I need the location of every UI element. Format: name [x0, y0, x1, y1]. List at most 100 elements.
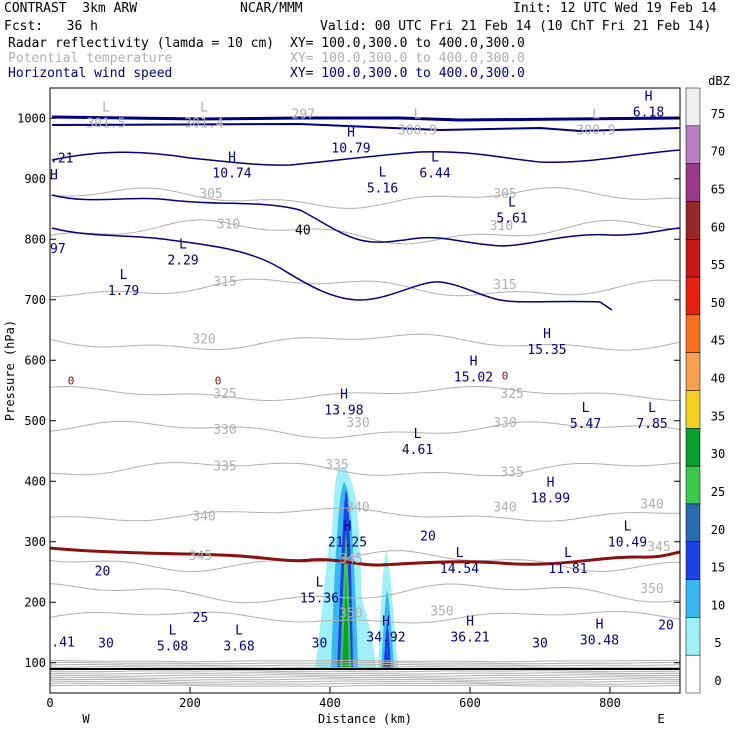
extremum-value: 300.9 — [398, 124, 437, 139]
theta-contour-label: 305 — [493, 187, 516, 202]
wind-contour-label: 30 — [312, 637, 328, 652]
colorbar-level-label: 60 — [711, 220, 725, 234]
colorbar-level-label: 40 — [711, 372, 725, 386]
colorbar-swatch — [685, 541, 701, 580]
theta-isentrope — [50, 670, 680, 673]
y-tick-label: 100 — [24, 656, 46, 670]
extremum-letter: H — [470, 354, 478, 369]
wind-contour-label: 25 — [193, 611, 209, 626]
y-tick-label: 800 — [24, 232, 46, 246]
extremum-value: 14.54 — [440, 562, 479, 577]
extremum-value: 7.85 — [636, 417, 667, 432]
theta-contour-label: 310 — [490, 219, 513, 234]
colorbar-swatch — [685, 125, 701, 164]
colorbar-level-label: 10 — [711, 598, 725, 612]
colorbar-level-label: 35 — [711, 409, 725, 423]
x-tick-label: 400 — [319, 696, 341, 710]
edge-label: .21 — [50, 151, 73, 166]
extremum-letter: H — [347, 126, 355, 141]
extremum-letter: L — [431, 151, 439, 166]
extremum-letter: L — [582, 401, 590, 416]
wind-contour-label: 0 — [215, 374, 222, 387]
x-tick-label: 200 — [179, 696, 201, 710]
extremum-value: 11.81 — [548, 562, 587, 577]
theta-contour-label: 305 — [199, 187, 222, 202]
theta-isentrope — [50, 680, 680, 683]
extremum-value: 36.21 — [450, 631, 489, 646]
extremum-letter: H — [547, 475, 555, 490]
theta-isentrope — [50, 661, 680, 665]
extrema-annotations: L5.08L3.68H34.92H36.21H30.48L15.36L14.54… — [50, 89, 668, 654]
field-xy-theta: XY= 100.0,300.0 to 400.0,300.0 — [290, 51, 525, 66]
extremum-value: 1.79 — [108, 284, 139, 299]
theta-contour-label: 345 — [189, 549, 212, 564]
extremum-letter: H — [340, 388, 348, 403]
theta-contour-label: 325 — [213, 387, 236, 402]
plot-frame — [49, 87, 681, 694]
colorbar-swatch — [685, 239, 701, 278]
y-tick-label: 400 — [24, 474, 46, 488]
colorbar-level-label: 30 — [711, 447, 725, 461]
field-xy-reflectivity: XY= 100.0,300.0 to 400.0,300.0 — [290, 36, 525, 51]
wind-contour-label: 0 — [68, 374, 75, 387]
extremum-letter: L — [592, 108, 600, 123]
wind-contour-label: 20 — [95, 565, 111, 580]
model-label: CONTRAST 3km ARW — [4, 1, 138, 16]
colorbar-unit: dBZ — [708, 74, 730, 88]
theta-contour-label: 345 — [339, 552, 362, 567]
org-label: NCAR/MMM — [240, 1, 303, 16]
colorbar-swatch — [685, 465, 701, 505]
extremum-value: 10.74 — [212, 167, 251, 182]
reflectivity-layer — [315, 467, 398, 669]
colorbar-level-label: 55 — [711, 258, 725, 272]
theta-contour-label: 320 — [192, 332, 215, 347]
edge-label: 97 — [50, 242, 66, 257]
extremum-value: 10.49 — [608, 536, 647, 551]
extremum-letter: L — [235, 624, 243, 639]
reflectivity-15 — [383, 622, 391, 669]
wind-contour-label: 20 — [420, 530, 436, 545]
colorbar-swatch — [685, 352, 701, 391]
wind-zero-contour — [50, 546, 680, 567]
colorbar-swatch — [685, 390, 701, 429]
colorbar-swatch — [685, 654, 701, 694]
field-name-reflectivity: Radar reflectivity (lamda = 10 cm) — [8, 36, 275, 51]
extremum-value: 34.92 — [366, 631, 405, 646]
y-axis-title: Pressure (hPa) — [3, 320, 17, 421]
theta-isentrope — [50, 682, 680, 685]
colorbar-swatch — [685, 201, 701, 240]
extremum-letter: L — [379, 166, 387, 181]
y-tick-label: 700 — [24, 293, 46, 307]
extremum-value: 5.08 — [157, 640, 188, 655]
y-tick-label: 300 — [24, 535, 46, 549]
wind-contour-20 — [51, 194, 680, 247]
extremum-letter: H — [596, 618, 604, 633]
theta-isentrope — [50, 611, 680, 624]
extremum-value: 301.5 — [86, 116, 125, 131]
extremum-letter: L — [624, 520, 632, 535]
extremum-value: 2.29 — [167, 254, 198, 269]
edge-label: .41 — [51, 635, 74, 650]
colorbar-level-label: 0 — [714, 674, 721, 688]
extremum-value: 15.36 — [300, 591, 339, 606]
extremum-letter: L — [120, 268, 128, 283]
east-label: E — [657, 712, 664, 726]
edge-label: H — [50, 168, 58, 183]
theta-isentrope — [50, 461, 680, 477]
extremum-value: 15.35 — [527, 343, 566, 358]
theta-contour-label: 335 — [325, 458, 348, 473]
theta-contour-label: 330 — [493, 416, 516, 431]
colorbar-level-label: 50 — [711, 296, 725, 310]
wind-contour-label: 20 — [658, 618, 674, 633]
extremum-value: 21.25 — [328, 536, 367, 551]
colorbar-swatch — [685, 617, 701, 656]
reflectivity-30 — [342, 575, 349, 669]
field-xy-wind: XY= 100.0,300.0 to 400.0,300.0 — [290, 66, 525, 81]
colorbar-level-label: 20 — [711, 523, 725, 537]
y-tick-label: 600 — [24, 353, 46, 367]
extremum-letter: L — [508, 195, 516, 210]
extremum-value: 18.99 — [531, 491, 570, 506]
extremum-letter: L — [200, 100, 208, 115]
